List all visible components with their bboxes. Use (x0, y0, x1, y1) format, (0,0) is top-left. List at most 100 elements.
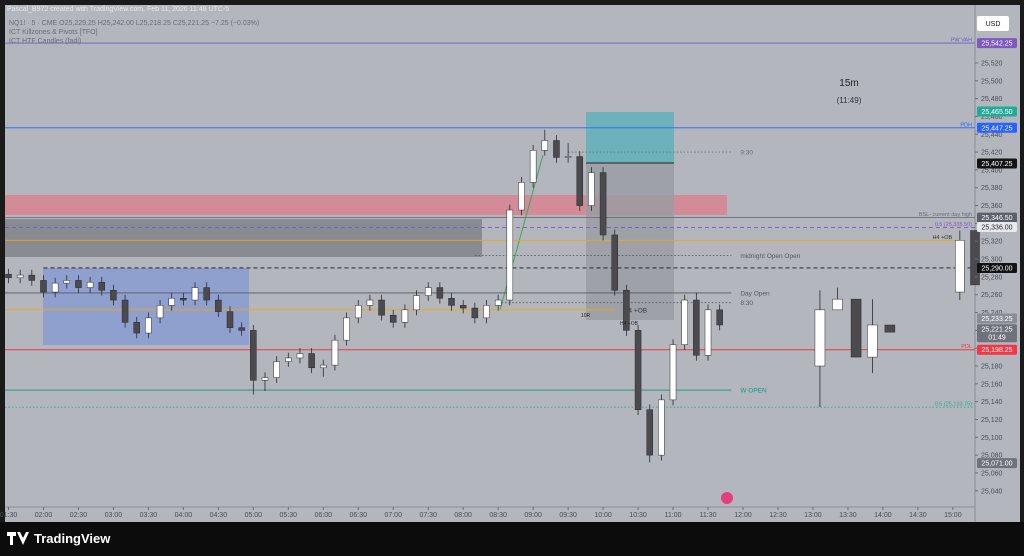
indicator: ICT HTF Candles (fadi) (9, 38, 81, 45)
footer (0, 522, 1024, 556)
y-tick-label: 25,360 (981, 203, 1003, 210)
candle-body (40, 280, 47, 293)
position-stop (586, 163, 674, 320)
candle-body (378, 299, 385, 316)
candle-body (261, 377, 269, 381)
candle-body (436, 287, 444, 299)
candle-body (814, 309, 826, 367)
price-badge (977, 262, 1017, 273)
x-tick-label: 11:00 (665, 512, 682, 519)
brand: TradingView (34, 531, 111, 546)
level-label: PDL (961, 344, 972, 350)
y-tick-label: 25,260 (981, 292, 1003, 299)
candle-body (413, 295, 420, 311)
x-tick-label: 05:30 (280, 512, 298, 519)
candle-body (63, 280, 71, 284)
candle-body (955, 240, 965, 293)
candle-body (459, 305, 467, 309)
zone (5, 219, 482, 257)
candle-body (121, 299, 129, 323)
candle-body (448, 298, 455, 306)
price-badge-label: 25,290.00 (981, 265, 1012, 272)
indicator: ICT Killzones & Pivots [TFO] (9, 29, 98, 36)
price-badge (977, 221, 1017, 232)
candle-body (86, 281, 94, 288)
x-tick-label: 04:00 (175, 512, 193, 519)
x-tick-label: 05:00 (245, 512, 263, 519)
x-tick-label: 10:00 (594, 512, 612, 519)
candle-body (51, 282, 59, 293)
x-tick-label: 07:30 (419, 512, 437, 519)
candle-body (250, 330, 257, 381)
candle-body (716, 309, 723, 326)
candle-body (850, 298, 862, 358)
x-tick-label: 13:00 (804, 512, 822, 519)
candle-body (646, 409, 653, 456)
y-tick-label: 25,380 (981, 185, 1003, 192)
y-tick-label: 25,300 (981, 257, 1003, 264)
event-icon[interactable] (721, 492, 733, 504)
candle-body (215, 299, 222, 312)
candle-body (285, 357, 292, 362)
y-tick-label: 25,180 (981, 364, 1003, 371)
price-badge (977, 212, 1017, 223)
candle-body (704, 309, 712, 356)
x-tick-label: 13:30 (839, 512, 857, 519)
logo (7, 532, 29, 545)
candle-body (343, 317, 350, 341)
x-tick-label: 09:30 (559, 512, 577, 519)
candle-body (483, 305, 490, 319)
price-badge (977, 122, 1017, 133)
level-label: H4 +OB (932, 235, 952, 241)
currency-button[interactable] (977, 16, 1009, 31)
y-tick-label: 25,480 (981, 96, 1003, 103)
candle-body (389, 314, 397, 323)
level-label: 9:30 (740, 150, 753, 157)
candle-body (28, 274, 36, 281)
candle-body (553, 140, 560, 158)
level-label: BSL- current day high (919, 212, 972, 218)
candle-body (506, 209, 514, 301)
level-label: 0.5 (25,335.50) (935, 222, 972, 228)
price-badge (977, 344, 1017, 355)
candle-body (180, 298, 187, 301)
candle-body (669, 344, 677, 401)
candle-body (599, 172, 607, 236)
currency[interactable]: USD (986, 21, 1001, 28)
candle-body (331, 339, 339, 366)
candle-body (203, 287, 210, 301)
y-tick-label: 25,440 (981, 132, 1003, 139)
level-label: W OPEN (740, 388, 767, 395)
candle-body (518, 182, 525, 211)
x-tick-label: 12:00 (734, 512, 752, 519)
candle-body (98, 281, 106, 291)
x-tick-label: 15:00 (944, 512, 962, 519)
x-tick-label: 09:00 (524, 512, 542, 519)
y-tick-label: 25,500 (981, 78, 1003, 85)
level-label: H4 +OB (624, 307, 647, 314)
price-badge (977, 324, 1017, 343)
candle-body (75, 280, 82, 288)
x-tick-label: 06:30 (349, 512, 367, 519)
x-tick-label: 08:00 (454, 512, 472, 519)
candle-body (145, 317, 152, 334)
candle-body (611, 234, 618, 291)
candle-body (273, 361, 280, 378)
candle-body (238, 327, 245, 331)
level-label: midnight Open Open (740, 253, 800, 260)
candle-body (884, 324, 896, 333)
y-tick-label: 25,520 (981, 60, 1003, 67)
price-badge-label: 25,346.50 (981, 215, 1012, 222)
time-axis: 01:30 02:00 02:30 03:00 03:30 04:00 04:30 05:00… (0, 507, 962, 519)
price-badge-sub: 01:49 (988, 335, 1006, 342)
candle-body (226, 311, 234, 328)
plot-bg (5, 5, 975, 522)
level-label: PW VAH (951, 38, 972, 44)
candle-body (693, 299, 700, 356)
x-tick-label: 03:00 (105, 512, 123, 519)
price-badge-label: 25,447.25 (981, 125, 1012, 132)
price-badge-label: 25,233.25 (981, 316, 1012, 323)
y-tick-label: 25,080 (981, 453, 1003, 460)
price-badge-label: 25,071.00 (981, 461, 1012, 468)
